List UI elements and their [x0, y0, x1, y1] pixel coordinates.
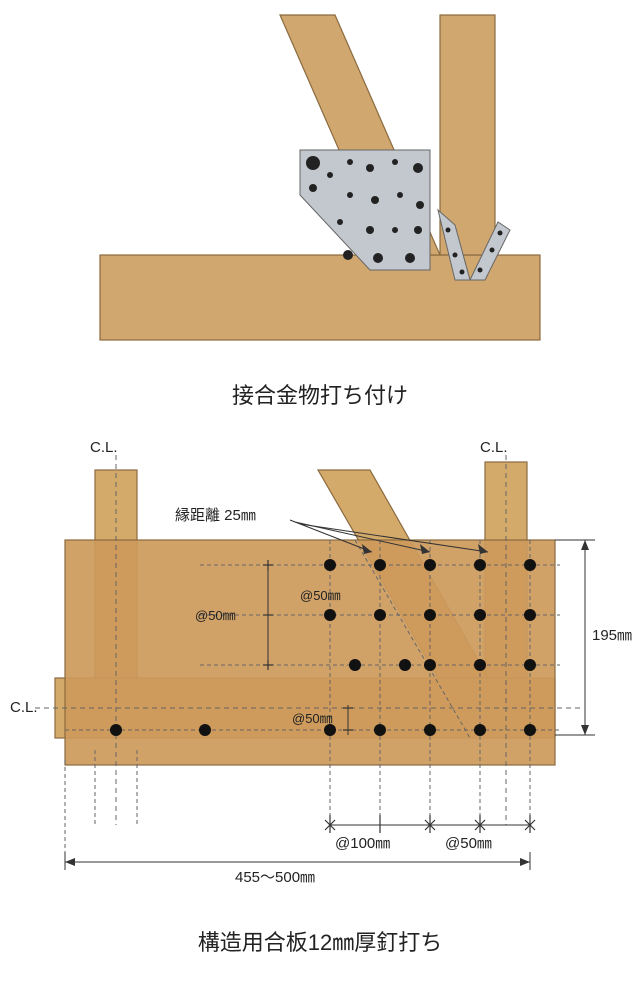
- at50-v2: @50㎜: [292, 711, 333, 726]
- at50-inside: @50㎜: [300, 588, 341, 603]
- fig2-caption: 構造用合板12㎜厚釘打ち: [0, 925, 640, 957]
- bottom-ticks: [325, 815, 535, 833]
- span: 455～500㎜: [235, 869, 315, 886]
- cl-right-top: C.L.: [480, 439, 508, 456]
- metal-plate: [300, 150, 430, 270]
- at50-v1: @50㎜: [195, 608, 236, 623]
- edge-dist-label: 縁距離 25㎜: [175, 506, 256, 524]
- cl-left-top: C.L.: [90, 439, 118, 456]
- at50-h: @50㎜: [445, 835, 492, 852]
- at100: @100㎜: [335, 835, 390, 852]
- fig1-caption: 接合金物打ち付け: [0, 378, 640, 410]
- cl-left-mid: C.L.: [10, 699, 38, 716]
- h195: 195㎜: [592, 627, 632, 644]
- fig2-svg: C.L. C.L. C.L. 縁距離 25㎜ @50㎜ @50㎜ @50㎜ 19…: [0, 430, 640, 960]
- fig1-svg: [0, 0, 640, 360]
